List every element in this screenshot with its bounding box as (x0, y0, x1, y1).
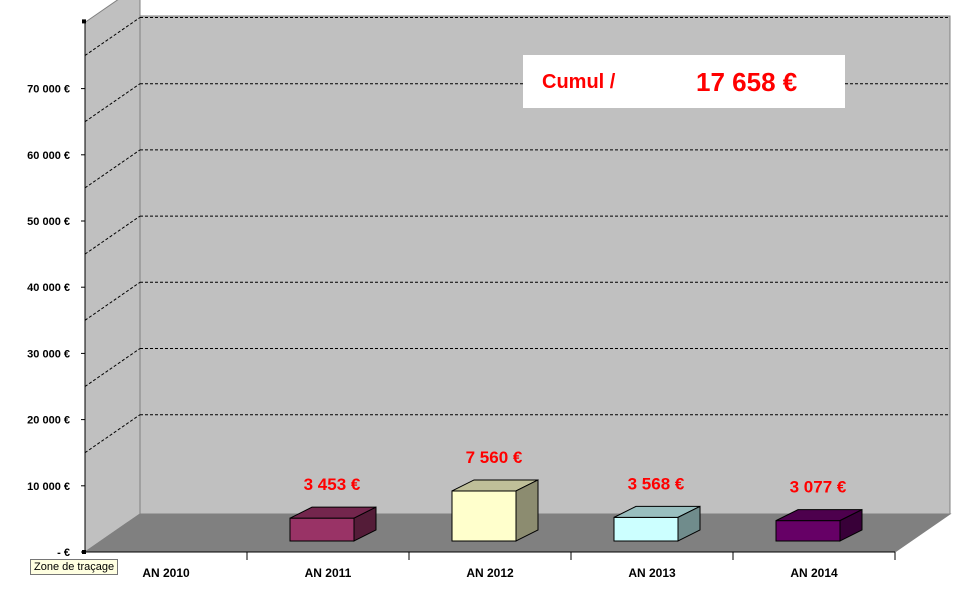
gridline-side (84, 17, 141, 56)
y-tick-label: 70 000 € (27, 84, 70, 96)
x-tick-label: AN 2013 (628, 566, 676, 580)
plot-handle (82, 19, 86, 24)
bar (451, 490, 517, 542)
y-tick-label: 40 000 € (27, 282, 70, 294)
bar (613, 516, 679, 542)
data-label: 7 560 € (466, 448, 523, 467)
bar-side (677, 505, 701, 542)
y-tick-label: 60 000 € (27, 150, 70, 162)
data-label: 3 077 € (790, 478, 847, 497)
gridline-side (84, 414, 141, 454)
gridline-side (84, 83, 141, 123)
x-tick-label: AN 2011 (305, 566, 352, 580)
gridline-side (84, 215, 141, 255)
y-tick-label: 50 000 € (27, 216, 70, 228)
bar (289, 517, 355, 542)
cumul-label: Cumul / (542, 71, 616, 93)
y-tick-label: - € (57, 547, 70, 559)
bar (775, 520, 841, 542)
bar-side (353, 506, 377, 542)
plot-handle (82, 550, 86, 554)
x-tick-label: AN 2012 (466, 566, 514, 580)
y-tick-label: 20 000 € (27, 415, 70, 427)
gridline-side (84, 149, 141, 189)
cumul-value: 17 658 € (696, 67, 798, 97)
side-wall (84, 0, 141, 553)
x-tick-label: AN 2010 (142, 566, 190, 580)
x-tick-label: AN 2014 (790, 566, 838, 580)
bar-side (839, 508, 863, 542)
plot-area-tooltip: Zone de traçage (30, 559, 119, 575)
gridline-side (84, 348, 141, 387)
data-label: 3 453 € (304, 475, 361, 494)
cumul-box: Cumul / 17 658 € (523, 55, 845, 108)
y-tick-label: 10 000 € (27, 481, 70, 493)
data-label: 3 568 € (628, 474, 685, 493)
gridline-side (84, 281, 141, 321)
y-tick-label: 30 000 € (27, 348, 70, 360)
bar-side (515, 479, 539, 542)
